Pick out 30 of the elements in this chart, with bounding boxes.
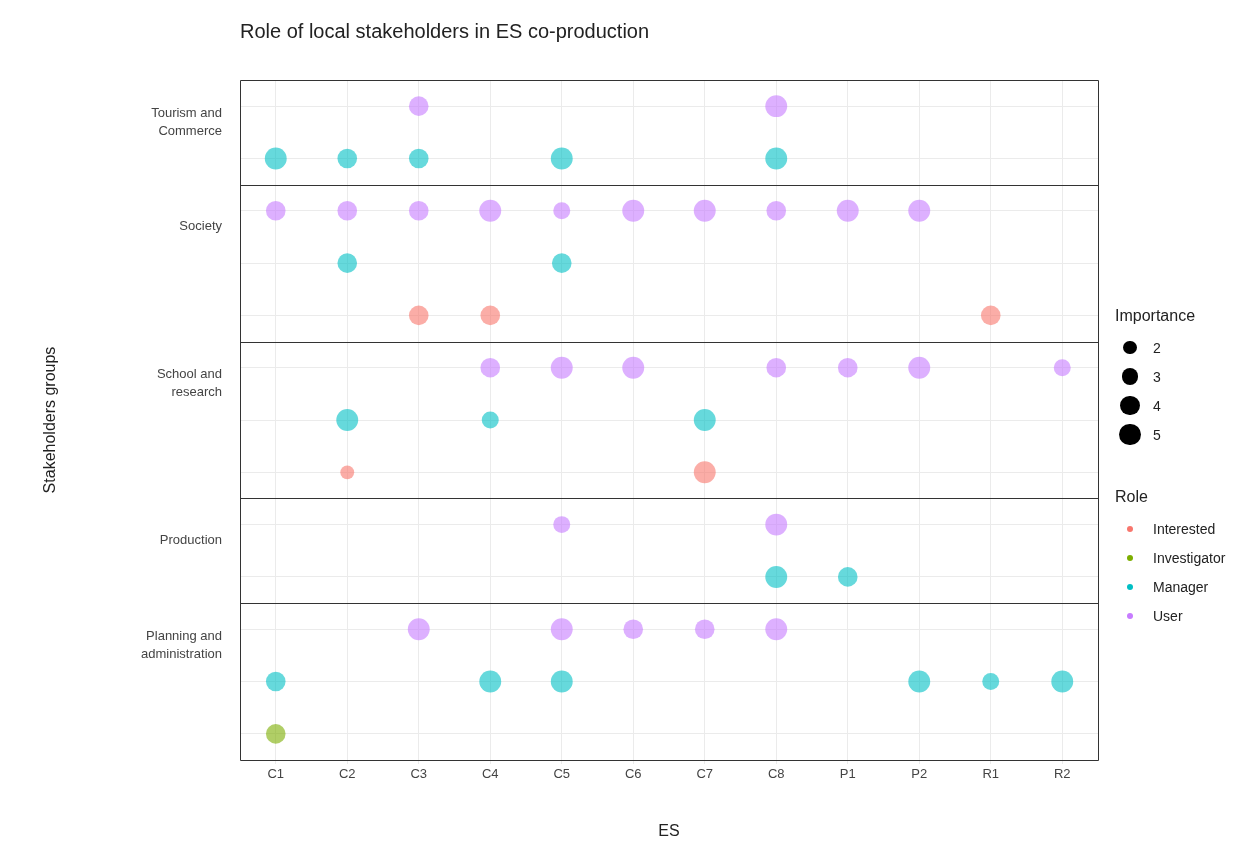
legend-label: Interested [1153, 520, 1216, 537]
legend-title: Role [1115, 488, 1149, 506]
chart-title: Role of local stakeholders in ES co-production [240, 20, 650, 43]
x-tick-label: C4 [481, 766, 499, 782]
x-tick-label: P2 [911, 766, 928, 782]
x-tick-label: C6 [624, 766, 642, 782]
legend-label: 4 [1153, 397, 1161, 414]
x-tick-label: C2 [338, 766, 356, 782]
x-tick-label: C7 [696, 766, 714, 782]
x-tick-label: C8 [767, 766, 785, 782]
text: Society [179, 218, 223, 234]
x-tick-label: R1 [982, 766, 1000, 782]
x-tick-label: P1 [839, 766, 856, 782]
legend-label: Manager [1153, 578, 1209, 595]
text: Importance [1115, 307, 1196, 325]
legend-label: Investigator [1153, 549, 1226, 566]
x-tick-label: R2 [1053, 766, 1071, 782]
x-tick-label: C1 [267, 766, 285, 782]
legend-label: 3 [1153, 368, 1161, 385]
legend-label: 2 [1153, 339, 1161, 356]
text: Planning and administration [141, 627, 222, 661]
x-tick-label: C5 [553, 766, 571, 782]
text: Tourism and Commerce [151, 104, 222, 138]
text: School and research [156, 366, 222, 400]
text: Production [159, 532, 222, 548]
text: Stakeholders groups [41, 346, 59, 494]
legend-label: User [1153, 607, 1183, 624]
x-tick-label: C3 [410, 766, 428, 782]
x-axis-title: ES [658, 821, 680, 839]
legend-label: 5 [1153, 426, 1161, 443]
